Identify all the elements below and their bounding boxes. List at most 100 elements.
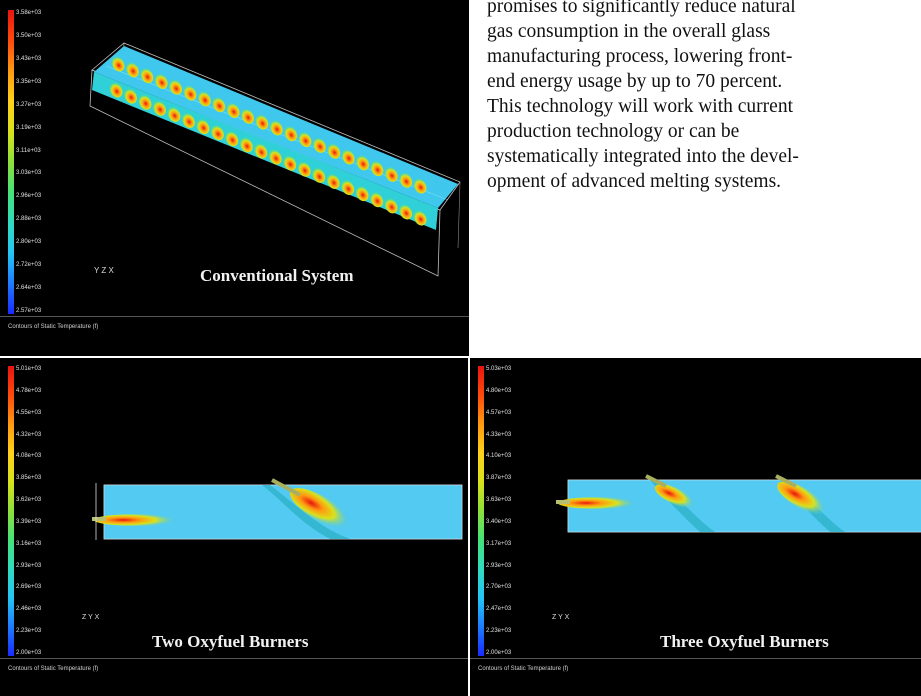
colorbar-tick-label: 3.50e+03 xyxy=(16,32,42,39)
colorbar-tick-label: 2.96e+03 xyxy=(16,193,42,200)
flame-mark xyxy=(255,114,269,130)
article-line: systematically integrated into the devel… xyxy=(487,146,799,167)
flame-mark xyxy=(269,120,283,136)
flame-mark xyxy=(370,192,384,208)
axis-label: Z Y X xyxy=(82,614,100,621)
flame-mark xyxy=(355,186,369,202)
conventional-system-panel: 3.58e+03 3.50e+03 3.43e+03 3.35e+03 3.27e+03… xyxy=(0,0,469,356)
colorbar-tick-label: 2.88e+03 xyxy=(16,216,42,223)
article-line: This technology will work with current xyxy=(487,96,793,117)
flame-mark xyxy=(283,155,297,171)
flame-mark xyxy=(341,149,355,165)
colorbar-tick-label: 3.27e+03 xyxy=(16,101,42,108)
colorbar-tick-label: 3.35e+03 xyxy=(16,78,42,85)
colorbar-tick-label: 2.57e+03 xyxy=(16,308,42,314)
colorbar-tick-label: 3.63e+03 xyxy=(486,497,512,504)
article-line: manufacturing process, lowering front- xyxy=(487,46,793,67)
caption: Contours of Static Temperature (f) xyxy=(0,658,468,696)
colorbar-tick-label: 3.39e+03 xyxy=(16,518,42,525)
colorbar-tick-label: 2.47e+03 xyxy=(486,606,512,613)
colorbar-tick-label: 5.01e+03 xyxy=(16,366,42,372)
flame-mark xyxy=(152,100,166,116)
flame-row-lower xyxy=(109,82,427,226)
plot-area: 5.01e+03 4.78e+03 4.55e+03 4.32e+03 4.08e+03… xyxy=(0,358,468,658)
flame-mark xyxy=(138,94,152,110)
colorbar xyxy=(478,366,484,656)
colorbar-tick-label: 3.85e+03 xyxy=(16,475,42,482)
three-oxyfuel-burners-panel: 5.03e+03 4.80e+03 4.57e+03 4.33e+03 4.10e+03… xyxy=(470,358,921,696)
flame-mark xyxy=(210,125,224,141)
caption: Contours of Static Temperature (f) xyxy=(470,658,921,696)
colorbar-tick-label: 4.55e+03 xyxy=(16,409,42,416)
colorbar-tick-label: 3.87e+03 xyxy=(486,475,512,482)
colorbar-tick-label: 2.23e+03 xyxy=(486,628,512,635)
flame-mark xyxy=(268,149,282,165)
flame-mark xyxy=(197,91,211,107)
flame-mark xyxy=(384,166,398,182)
caption: Contours of Static Temperature (f) xyxy=(0,316,469,356)
colorbar-tick-label: 2.93e+03 xyxy=(486,562,512,569)
colorbar xyxy=(8,10,14,314)
colorbar-tick-label: 3.16e+03 xyxy=(16,540,42,547)
flame-mark xyxy=(212,97,226,113)
colorbar-tick-label: 2.80e+03 xyxy=(16,239,42,246)
colorbar-tick-label: 3.19e+03 xyxy=(16,124,42,131)
axis-label: Z Y X xyxy=(552,614,570,621)
flame-mark xyxy=(327,143,341,159)
flame-mark xyxy=(298,131,312,148)
axis-triad: Y Z X xyxy=(94,266,114,275)
flame-mark xyxy=(370,161,384,177)
flame-mark xyxy=(312,137,326,153)
plot-area: 3.58e+03 3.50e+03 3.43e+03 3.35e+03 3.27e+03… xyxy=(0,0,469,316)
axis-triad: Z Y X xyxy=(82,614,99,621)
colorbar-tick-label: 4.08e+03 xyxy=(16,453,42,460)
colorbar-tick-label: 5.03e+03 xyxy=(486,366,512,372)
colorbar-tick-label: 3.40e+03 xyxy=(486,518,512,525)
flame-mark xyxy=(355,155,370,171)
colorbar-tick-label: 3.43e+03 xyxy=(16,55,42,62)
article-line: promises to significantly reduce natural xyxy=(487,0,796,17)
axis-label: Y Z X xyxy=(94,266,114,275)
colorbar-tick-label: 4.80e+03 xyxy=(486,387,512,394)
flame-mark xyxy=(326,173,340,189)
two-oxyfuel-burners-panel: 5.01e+03 4.78e+03 4.55e+03 4.32e+03 4.08e+03… xyxy=(0,358,468,696)
colorbar-tick-label: 2.46e+03 xyxy=(16,606,42,613)
flame-mark xyxy=(398,204,413,220)
colorbar-tick-label: 4.10e+03 xyxy=(486,453,512,460)
colorbar-tick-label: 2.23e+03 xyxy=(16,628,42,635)
furnace-3d-render xyxy=(89,42,461,277)
colorbar-tick-label: 2.64e+03 xyxy=(16,285,42,292)
flame-mark xyxy=(181,112,195,129)
flame-mark xyxy=(109,82,123,98)
flame-mark xyxy=(125,62,139,78)
furnace-side-render xyxy=(92,478,463,540)
flame-mark xyxy=(225,131,239,147)
colorbar-tick-label: 2.70e+03 xyxy=(486,584,512,591)
plot-title: Conventional System xyxy=(200,266,354,285)
colorbar-tick-label: 4.78e+03 xyxy=(16,387,42,394)
flame-row-upper xyxy=(111,56,427,194)
colorbar-tick-label: 4.33e+03 xyxy=(486,431,512,438)
plot-title: Three Oxyfuel Burners xyxy=(660,632,829,651)
flame-mark xyxy=(341,179,355,196)
plot-title: Two Oxyfuel Burners xyxy=(152,632,309,651)
flame-mark xyxy=(384,198,398,214)
plot-area: 5.03e+03 4.80e+03 4.57e+03 4.33e+03 4.10e+03… xyxy=(470,358,921,658)
flame-mark xyxy=(240,108,254,124)
flame-mark xyxy=(123,88,138,104)
colorbar-tick-label: 3.17e+03 xyxy=(486,540,512,547)
colorbar-tick-label: 2.69e+03 xyxy=(16,584,42,591)
article-line: end energy usage by up to 70 percent. xyxy=(487,71,783,92)
article-line: production technology or can be xyxy=(487,121,740,142)
article-line: gas consumption in the overall glass xyxy=(487,21,771,42)
colorbar xyxy=(8,366,14,656)
article-text: promises to significantly reduce natural… xyxy=(487,0,921,194)
article-line: opment of advanced melting systems. xyxy=(487,171,782,192)
flame-mark xyxy=(239,137,253,153)
flame-mark xyxy=(140,68,154,84)
flame-mark xyxy=(413,210,427,226)
flame-mark xyxy=(167,106,181,122)
axis-triad: Z Y X xyxy=(552,614,569,621)
flame-mark xyxy=(183,85,197,101)
flame-mark xyxy=(196,119,210,135)
